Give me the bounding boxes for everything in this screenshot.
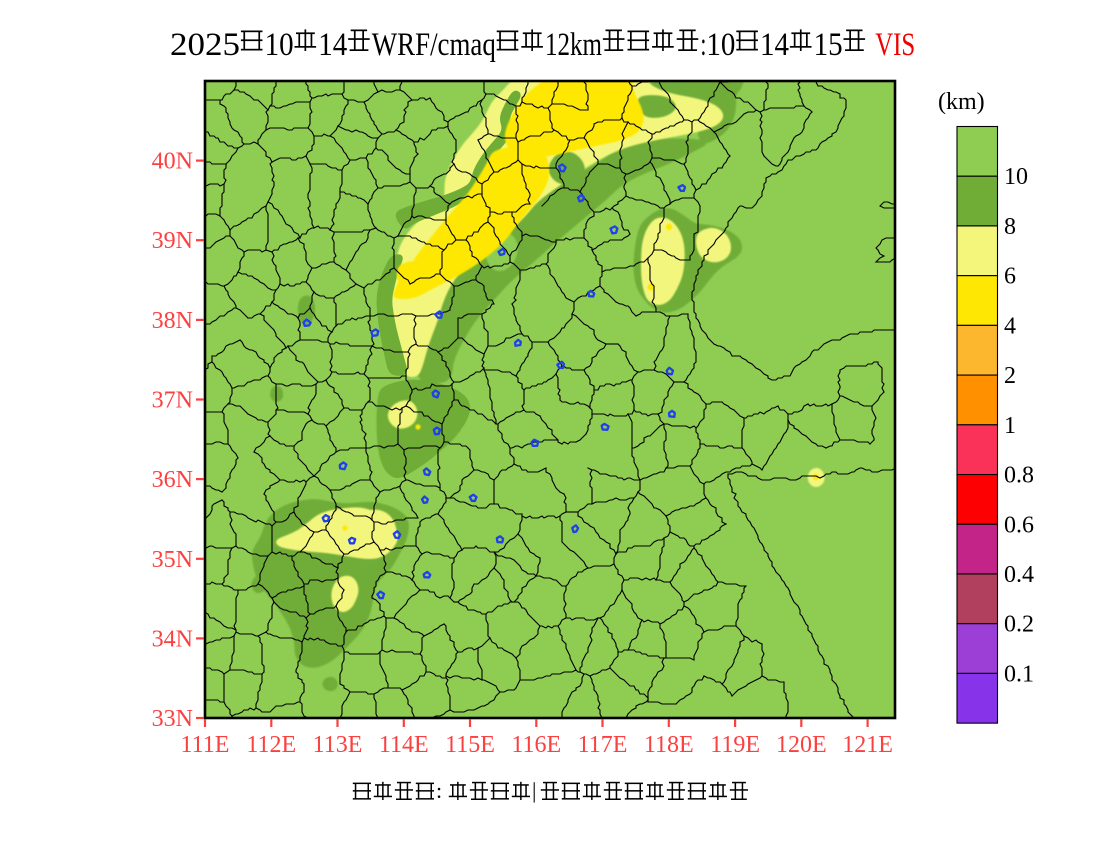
svg-text:121E: 121E	[842, 732, 893, 758]
svg-text:14: 14	[318, 27, 347, 63]
svg-text:40N: 40N	[152, 149, 193, 175]
svg-text:6: 6	[1004, 264, 1016, 290]
svg-text:111E: 111E	[181, 732, 230, 758]
svg-text:38N: 38N	[152, 308, 193, 334]
svg-text:119E: 119E	[710, 732, 760, 758]
svg-text:0.8: 0.8	[1004, 463, 1034, 489]
svg-text::: :	[436, 778, 448, 803]
svg-text:36N: 36N	[152, 467, 193, 493]
svg-text:10: 10	[1004, 164, 1028, 190]
svg-text:35N: 35N	[152, 547, 193, 573]
svg-text:|: |	[532, 778, 536, 803]
svg-text:0.2: 0.2	[1004, 612, 1034, 638]
svg-text:14: 14	[760, 27, 789, 63]
svg-text::: :	[700, 27, 706, 63]
svg-text:2025: 2025	[170, 27, 240, 63]
svg-text:39N: 39N	[152, 228, 193, 254]
svg-text:115E: 115E	[445, 732, 495, 758]
svg-text:117E: 117E	[578, 732, 628, 758]
svg-text:4: 4	[1004, 313, 1016, 339]
svg-text:33N: 33N	[152, 706, 193, 732]
svg-text:10: 10	[706, 27, 735, 63]
svg-text:WRF/cmaq: WRF/cmaq	[372, 27, 496, 63]
svg-text:1: 1	[1004, 413, 1016, 439]
svg-text:113E: 113E	[313, 732, 363, 758]
svg-text:8: 8	[1004, 214, 1016, 240]
svg-text:0.4: 0.4	[1004, 562, 1034, 588]
svg-text:114E: 114E	[379, 732, 429, 758]
svg-text:(km): (km)	[938, 89, 985, 115]
svg-text:VIS: VIS	[875, 27, 915, 63]
svg-text:2: 2	[1004, 363, 1016, 389]
svg-text:0.6: 0.6	[1004, 512, 1034, 538]
svg-text:0.1: 0.1	[1004, 661, 1034, 687]
svg-text:120E: 120E	[776, 732, 827, 758]
svg-text:10: 10	[265, 27, 294, 63]
svg-text:116E: 116E	[511, 732, 561, 758]
svg-text:15: 15	[814, 27, 843, 63]
svg-text:37N: 37N	[152, 388, 193, 414]
svg-text:34N: 34N	[152, 626, 193, 652]
svg-text:118E: 118E	[644, 732, 694, 758]
svg-text:12km: 12km	[545, 27, 602, 63]
svg-text:112E: 112E	[246, 732, 296, 758]
